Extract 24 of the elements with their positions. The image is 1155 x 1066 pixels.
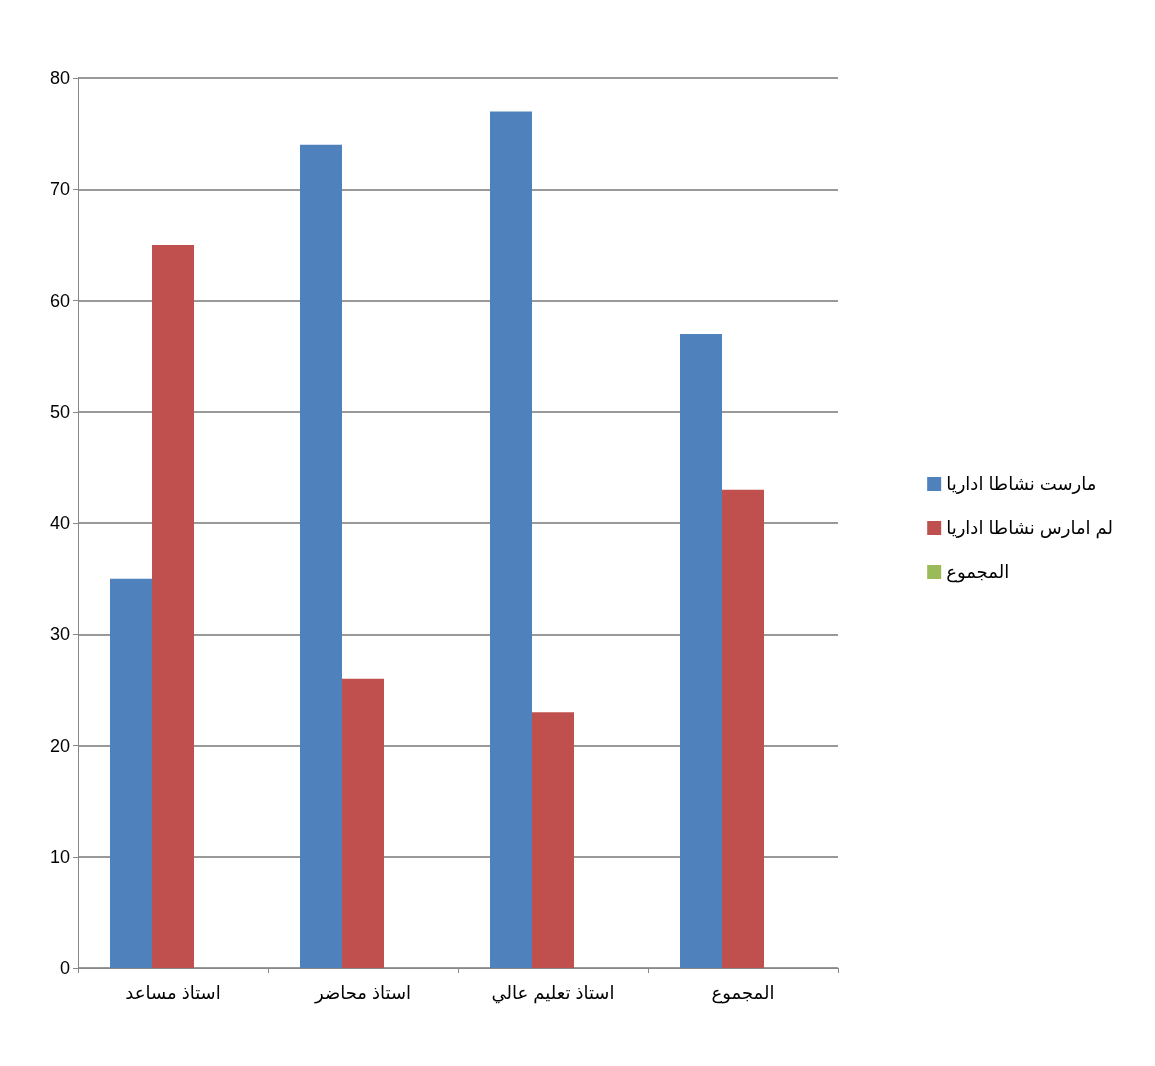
x-tick-label: المجموع — [711, 983, 775, 1004]
y-tick-label: 10 — [49, 846, 70, 867]
bar — [342, 678, 384, 968]
y-tick-label: 20 — [49, 735, 70, 756]
y-tick-label: 30 — [49, 624, 70, 645]
y-tick-label: 80 — [49, 68, 70, 88]
y-tick-label: 40 — [49, 513, 70, 533]
legend-label: مارست نشاطا اداريا — [946, 474, 1097, 494]
legend-label: لم امارس نشاطا اداريا — [946, 518, 1113, 539]
bar — [110, 578, 152, 968]
bar — [490, 111, 532, 968]
bar — [722, 489, 764, 968]
x-tick-label: استاذ محاضر — [314, 983, 411, 1004]
y-tick-label: 60 — [49, 290, 70, 311]
y-tick-label: 50 — [49, 401, 70, 422]
y-tick-label: 0 — [59, 958, 70, 978]
y-tick-label: 70 — [49, 179, 70, 200]
bar — [532, 712, 574, 968]
x-tick-label: استاذ تعليم عالي — [491, 983, 615, 1004]
legend-label: المجموع — [946, 562, 1010, 583]
x-tick-label: استاذ مساعد — [125, 983, 221, 1003]
bar — [152, 244, 194, 968]
bar — [300, 144, 342, 968]
bar — [680, 333, 722, 968]
